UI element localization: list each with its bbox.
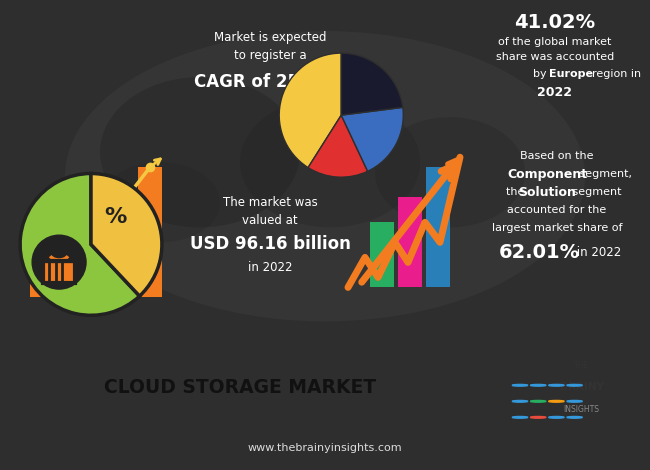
Circle shape — [530, 416, 546, 418]
Wedge shape — [308, 115, 368, 177]
Text: region in: region in — [592, 69, 641, 79]
Text: 2022: 2022 — [538, 86, 573, 99]
Text: valued at: valued at — [242, 214, 298, 227]
Text: Solution: Solution — [518, 186, 576, 199]
FancyBboxPatch shape — [398, 197, 422, 288]
Circle shape — [549, 416, 564, 418]
Text: CAGR of 25.18%: CAGR of 25.18% — [194, 73, 346, 91]
Circle shape — [32, 235, 86, 289]
Text: BRAINY: BRAINY — [560, 383, 604, 392]
Text: USD 96.16 billion: USD 96.16 billion — [190, 235, 350, 253]
Circle shape — [567, 400, 582, 402]
Circle shape — [512, 416, 528, 418]
Text: Component: Component — [507, 168, 587, 181]
Text: segment: segment — [569, 187, 621, 197]
Circle shape — [549, 432, 564, 434]
Text: to register a: to register a — [234, 48, 306, 62]
Text: %: % — [105, 207, 127, 227]
FancyBboxPatch shape — [30, 237, 54, 298]
Text: share was accounted: share was accounted — [496, 52, 614, 62]
FancyArrowPatch shape — [361, 165, 454, 282]
Circle shape — [512, 432, 528, 434]
Text: Europe: Europe — [549, 69, 593, 79]
FancyBboxPatch shape — [57, 258, 81, 298]
Text: www.thebrainyinsights.com: www.thebrainyinsights.com — [248, 443, 402, 453]
Wedge shape — [91, 173, 162, 296]
Text: The market was: The market was — [222, 196, 317, 209]
FancyBboxPatch shape — [111, 202, 135, 298]
Text: THE: THE — [574, 361, 590, 370]
Text: Market is expected: Market is expected — [214, 31, 326, 44]
Text: segment,: segment, — [576, 169, 632, 179]
Text: INSIGHTS: INSIGHTS — [564, 405, 600, 414]
Circle shape — [512, 384, 528, 386]
Circle shape — [512, 400, 528, 402]
Text: largest market share of: largest market share of — [492, 223, 622, 233]
Ellipse shape — [100, 77, 300, 227]
Circle shape — [530, 432, 546, 434]
Circle shape — [567, 432, 582, 434]
FancyBboxPatch shape — [84, 227, 108, 298]
Wedge shape — [280, 53, 341, 168]
Text: 62.01%: 62.01% — [499, 243, 580, 262]
Circle shape — [530, 384, 546, 386]
Wedge shape — [341, 53, 403, 115]
Text: 41.02%: 41.02% — [514, 13, 595, 31]
Ellipse shape — [240, 97, 420, 227]
Text: CLOUD STORAGE MARKET: CLOUD STORAGE MARKET — [105, 378, 376, 397]
FancyBboxPatch shape — [426, 167, 450, 288]
Circle shape — [567, 416, 582, 418]
Text: in 2022: in 2022 — [573, 246, 621, 259]
Circle shape — [549, 384, 564, 386]
Ellipse shape — [375, 117, 525, 227]
Text: in 2022: in 2022 — [248, 261, 292, 274]
Text: by: by — [533, 69, 547, 79]
Circle shape — [549, 400, 564, 402]
Circle shape — [567, 384, 582, 386]
Text: the: the — [506, 187, 528, 197]
Wedge shape — [20, 173, 140, 315]
Text: of the global market: of the global market — [499, 37, 612, 47]
FancyBboxPatch shape — [138, 167, 162, 298]
Ellipse shape — [100, 162, 220, 243]
Circle shape — [530, 400, 546, 402]
Text: Based on the: Based on the — [520, 151, 593, 161]
FancyBboxPatch shape — [43, 261, 75, 283]
Ellipse shape — [65, 31, 585, 321]
Wedge shape — [341, 107, 403, 171]
FancyBboxPatch shape — [370, 222, 394, 288]
Text: accounted for the: accounted for the — [508, 205, 606, 215]
